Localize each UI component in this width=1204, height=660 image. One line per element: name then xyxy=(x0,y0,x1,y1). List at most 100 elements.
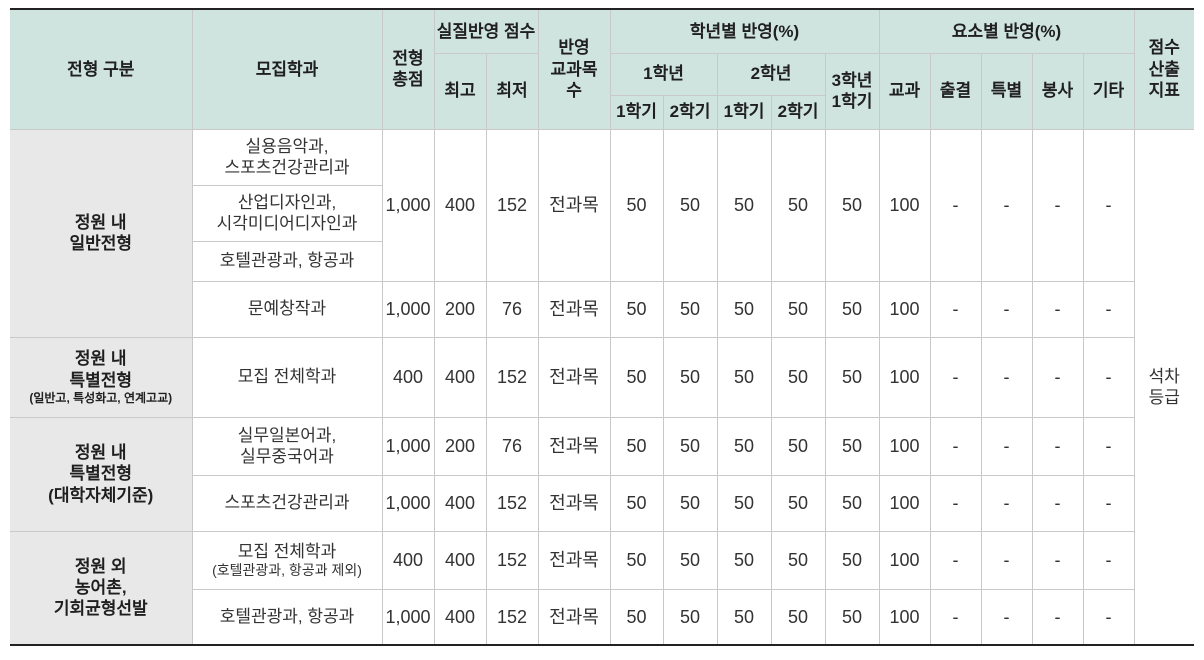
dept-cell: 산업디자인과, 시각미디어디자인과 xyxy=(192,184,382,242)
subjects-cell: 전과목 xyxy=(537,128,611,282)
grade-cell: 50 xyxy=(716,474,772,532)
grade-cell: 50 xyxy=(770,336,826,418)
element-cell: - xyxy=(929,530,982,590)
min-cell: 76 xyxy=(485,416,539,476)
header-indicator: 점수 산출 지표 xyxy=(1133,8,1195,130)
element-cell: 100 xyxy=(878,530,931,590)
grade-cell: 50 xyxy=(716,416,772,476)
table-row: 문예창작과 1,000 200 76 전과목 50 50 50 50 50 10… xyxy=(10,280,1194,338)
header-grade2: 2학년 xyxy=(716,52,826,96)
grade-cell: 50 xyxy=(609,588,664,646)
header-special: 특별 xyxy=(980,52,1033,130)
element-cell: - xyxy=(1082,474,1135,532)
max-cell: 400 xyxy=(433,588,487,646)
element-cell: - xyxy=(1031,280,1084,338)
dept-cell: 스포츠건강관리과 xyxy=(192,474,383,532)
element-cell: - xyxy=(929,128,982,282)
grade-cell: 50 xyxy=(662,336,718,418)
grade-cell: 50 xyxy=(770,588,826,646)
min-cell: 152 xyxy=(485,128,539,282)
grade-cell: 50 xyxy=(716,530,772,590)
subjects-cell: 전과목 xyxy=(537,416,611,476)
dept-cell: 모집 전체학과 (호텔관광과, 항공과 제외) xyxy=(191,530,383,590)
header-g2-sem2: 2학기 xyxy=(770,94,826,130)
element-cell: - xyxy=(1082,280,1135,338)
admission-table: 전형 구분 모집학과 전형 총점 실질반영 점수 반영 교과목 수 학년별 반영(%)… xyxy=(10,8,1195,646)
max-cell: 400 xyxy=(433,128,487,282)
element-cell: - xyxy=(929,336,982,418)
header-grade1: 1학년 xyxy=(609,52,718,96)
table-row: 정원 내 특별전형 (대학자체기준) 실무일본어과, 실무중국어과 1,000 200… xyxy=(10,416,1194,532)
element-cell: - xyxy=(980,128,1033,282)
min-cell: 152 xyxy=(485,588,539,646)
grade-cell: 50 xyxy=(824,530,880,590)
element-cell: - xyxy=(929,474,982,532)
table-row: 호텔관광과, 항공과 1,000 400 152 전과목 50 50 50 50… xyxy=(10,588,1194,646)
element-cell: - xyxy=(1031,128,1084,282)
dept-cell: 실무일본어과, 실무중국어과 xyxy=(191,416,383,476)
max-cell: 400 xyxy=(433,530,487,590)
header-attendance: 출결 xyxy=(929,52,982,130)
table-row: 정원 내 일반전형 실용음악과, 스포츠건강관리과 1,000 400 152 전과… xyxy=(10,128,1195,646)
element-cell: - xyxy=(980,280,1033,338)
grade-cell: 50 xyxy=(770,128,826,282)
category-special-1: 정원 내 특별전형 (일반고, 특성화고, 연계고교) xyxy=(10,336,193,418)
element-cell: - xyxy=(929,588,982,646)
dept-cell: 호텔관광과, 항공과 xyxy=(192,240,382,282)
element-cell: - xyxy=(1031,588,1084,646)
grade-cell: 50 xyxy=(662,280,718,338)
grade-cell: 50 xyxy=(716,336,772,418)
grade-cell: 50 xyxy=(609,474,664,532)
element-cell: - xyxy=(1031,336,1084,418)
min-cell: 152 xyxy=(485,474,539,532)
min-cell: 76 xyxy=(485,280,539,338)
category-special-2: 정원 내 특별전형 (대학자체기준) xyxy=(10,416,193,532)
grade-cell: 50 xyxy=(716,128,772,282)
min-cell: 152 xyxy=(485,530,539,590)
grade-cell: 50 xyxy=(824,416,880,476)
element-cell: - xyxy=(1082,416,1135,476)
category-outside-quota: 정원 외 농어촌, 기회균형선발 xyxy=(10,530,193,646)
element-cell: 100 xyxy=(878,474,931,532)
grade-cell: 50 xyxy=(662,530,718,590)
element-cell: - xyxy=(929,280,982,338)
grade-cell: 50 xyxy=(662,128,718,282)
grade-cell: 50 xyxy=(824,474,880,532)
element-cell: - xyxy=(1031,416,1084,476)
grade-cell: 50 xyxy=(662,474,718,532)
element-cell: - xyxy=(1082,530,1135,590)
header-max: 최고 xyxy=(434,52,487,130)
header-grade3: 3학년 1학기 xyxy=(824,52,880,130)
header-g1-sem1: 1학기 xyxy=(610,94,664,130)
dept-cell: 호텔관광과, 항공과 xyxy=(192,588,383,646)
element-cell: - xyxy=(980,474,1033,532)
header-type: 전형 구분 xyxy=(10,8,193,130)
header-subjects: 반영 교과목 수 xyxy=(537,8,611,130)
element-cell: - xyxy=(980,588,1033,646)
grade-cell: 50 xyxy=(824,280,880,338)
element-cell: - xyxy=(980,336,1033,418)
header-volunteer: 봉사 xyxy=(1031,52,1084,130)
subjects-cell: 전과목 xyxy=(537,336,611,418)
grade-cell: 50 xyxy=(770,530,826,590)
grade-cell: 50 xyxy=(609,128,664,282)
grade-cell: 50 xyxy=(609,280,664,338)
table-row: 정원 내 특별전형 (일반고, 특성화고, 연계고교) 모집 전체학과 400 40… xyxy=(10,336,1194,418)
max-cell: 400 xyxy=(433,474,487,532)
total-cell: 1,000 xyxy=(381,128,435,282)
dept-cell: 모집 전체학과 xyxy=(191,336,383,418)
total-cell: 1,000 xyxy=(381,416,435,476)
header-dept: 모집학과 xyxy=(191,8,383,130)
header-row-1: 전형 구분 모집학과 전형 총점 실질반영 점수 반영 교과목 수 학년별 반영(%)… xyxy=(10,8,1195,130)
grade-cell: 50 xyxy=(824,128,880,282)
element-cell: 100 xyxy=(878,280,931,338)
subjects-cell: 전과목 xyxy=(537,588,611,646)
grade-cell: 50 xyxy=(824,588,880,646)
max-cell: 200 xyxy=(433,280,487,338)
header-min: 최저 xyxy=(485,52,539,130)
header-g2-sem1: 1학기 xyxy=(716,94,772,130)
grade-cell: 50 xyxy=(770,474,826,532)
element-cell: - xyxy=(1082,336,1135,418)
subjects-cell: 전과목 xyxy=(537,530,611,590)
header-curriculum: 교과 xyxy=(878,52,931,130)
